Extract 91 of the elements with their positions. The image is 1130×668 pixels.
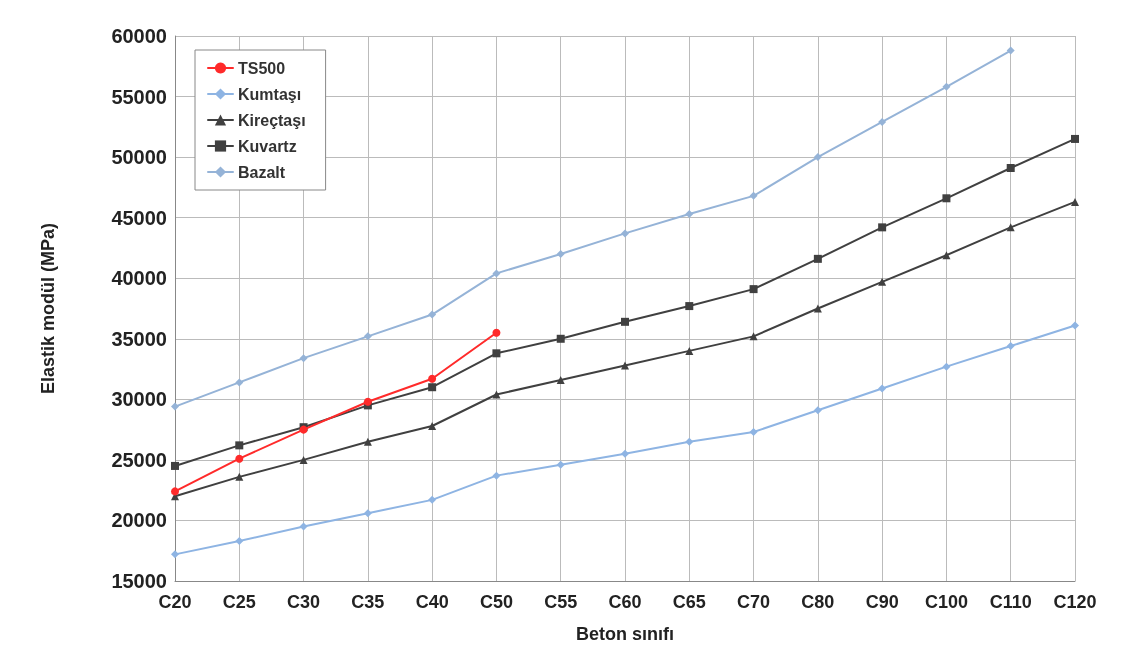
point bbox=[556, 460, 565, 469]
y-axis-title: Elastik modül (MPa) bbox=[38, 222, 58, 395]
x-tick-label: C50 bbox=[479, 592, 513, 612]
point bbox=[685, 346, 694, 355]
x-tick-label: C80 bbox=[801, 592, 835, 612]
point bbox=[813, 153, 822, 162]
point bbox=[363, 509, 372, 518]
x-tick-label: C100 bbox=[924, 592, 968, 612]
point bbox=[813, 406, 822, 415]
point bbox=[1006, 164, 1015, 173]
point bbox=[235, 537, 244, 546]
point bbox=[942, 362, 951, 371]
point bbox=[299, 522, 308, 531]
point bbox=[749, 191, 758, 200]
x-tick-label: C40 bbox=[415, 592, 449, 612]
legend-label: Kumtaşı bbox=[238, 85, 302, 103]
point bbox=[428, 374, 437, 383]
point bbox=[171, 487, 179, 496]
point bbox=[428, 310, 437, 319]
legend-label: Kireçtaşı bbox=[238, 111, 306, 129]
x-tick-label: C30 bbox=[287, 592, 321, 612]
x-tick-label: C25 bbox=[222, 592, 256, 612]
point bbox=[942, 194, 951, 203]
point bbox=[556, 334, 565, 343]
point bbox=[1006, 342, 1015, 351]
point bbox=[492, 269, 501, 278]
y-tick-label: 15000 bbox=[111, 570, 167, 592]
point bbox=[171, 402, 179, 411]
x-tick-label: C65 bbox=[672, 592, 706, 612]
point bbox=[878, 223, 887, 232]
point bbox=[171, 461, 179, 470]
point bbox=[685, 210, 694, 219]
point bbox=[363, 437, 372, 446]
point bbox=[749, 332, 758, 341]
point bbox=[299, 354, 308, 363]
point bbox=[299, 455, 308, 464]
point bbox=[621, 449, 629, 458]
point bbox=[428, 495, 437, 504]
point bbox=[556, 250, 565, 258]
point bbox=[363, 397, 372, 406]
x-tick-label: C60 bbox=[608, 592, 642, 612]
x-tick-label: C20 bbox=[158, 592, 192, 612]
point bbox=[1071, 134, 1079, 143]
point bbox=[749, 285, 758, 294]
point bbox=[621, 229, 629, 238]
point bbox=[621, 361, 629, 370]
point bbox=[813, 254, 822, 263]
y-tick-label: 25000 bbox=[111, 448, 167, 471]
point bbox=[685, 302, 694, 311]
x-axis-title: Beton sınıfı bbox=[576, 624, 674, 644]
point bbox=[749, 428, 758, 437]
x-tick-label: C35 bbox=[351, 592, 385, 612]
point bbox=[1071, 197, 1079, 206]
point bbox=[942, 82, 951, 91]
legend-label: Kuvartz bbox=[238, 137, 297, 155]
point bbox=[942, 251, 951, 260]
y-tick-label: 60000 bbox=[111, 25, 167, 47]
y-tick-label: 35000 bbox=[111, 327, 167, 350]
point bbox=[878, 117, 887, 126]
point bbox=[878, 277, 887, 286]
x-tick-label: C90 bbox=[865, 592, 899, 612]
x-tick-label: C70 bbox=[737, 592, 771, 612]
legend-label: TS500 bbox=[238, 59, 286, 77]
x-tick-label: C120 bbox=[1053, 592, 1097, 612]
point bbox=[235, 441, 244, 450]
point bbox=[1071, 321, 1079, 330]
point bbox=[235, 454, 244, 463]
point bbox=[492, 349, 501, 358]
point bbox=[492, 328, 501, 337]
y-tick-label: 55000 bbox=[111, 85, 167, 108]
point bbox=[428, 383, 437, 392]
point bbox=[556, 375, 565, 384]
x-tick-label: C110 bbox=[989, 592, 1032, 612]
point bbox=[1006, 46, 1015, 55]
y-tick-label: 50000 bbox=[111, 146, 167, 169]
point bbox=[492, 471, 501, 480]
point bbox=[235, 472, 244, 481]
legend-label: Bazalt bbox=[238, 163, 286, 181]
point bbox=[235, 378, 244, 387]
point bbox=[685, 437, 694, 446]
point bbox=[171, 550, 179, 559]
point bbox=[878, 384, 887, 393]
point bbox=[621, 317, 629, 326]
point bbox=[428, 421, 437, 430]
y-tick-label: 40000 bbox=[111, 267, 167, 290]
y-tick-label: 45000 bbox=[111, 206, 167, 229]
point bbox=[363, 332, 372, 341]
y-tick-label: 30000 bbox=[111, 388, 167, 411]
y-tick-label: 20000 bbox=[111, 509, 167, 532]
x-tick-label: C55 bbox=[544, 592, 578, 612]
point bbox=[813, 304, 822, 313]
